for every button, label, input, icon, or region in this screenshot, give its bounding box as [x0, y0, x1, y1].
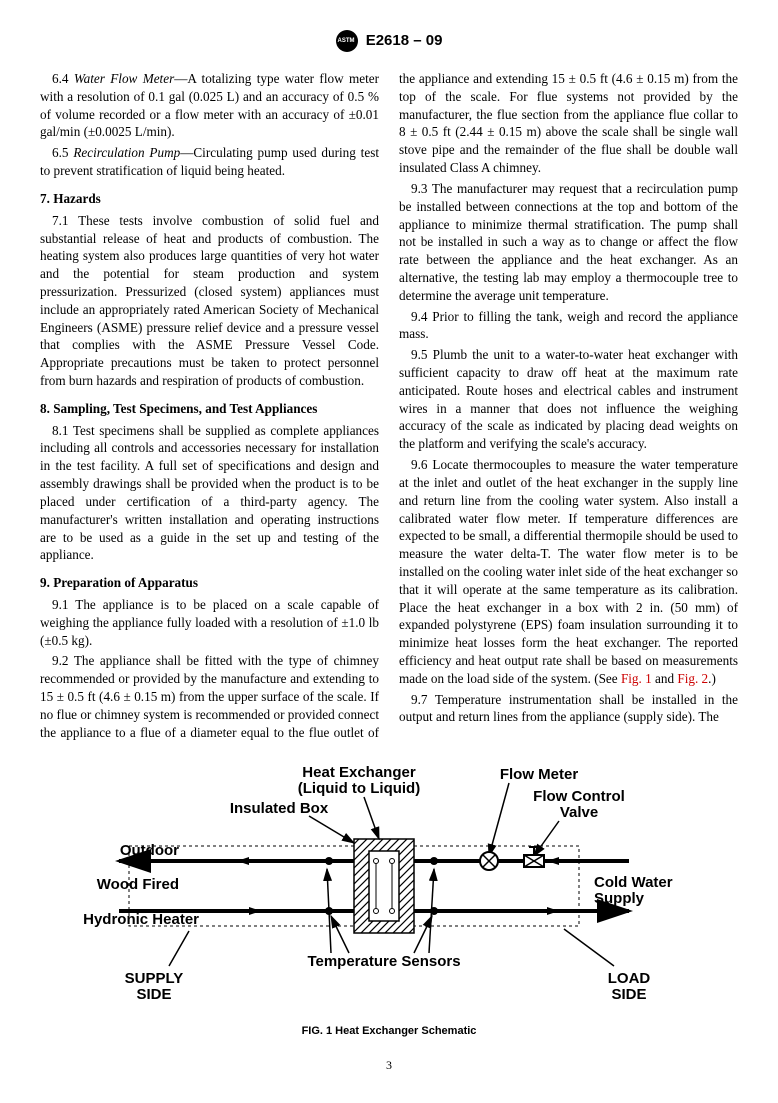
page-number: 3 [40, 1057, 738, 1073]
label-insulated-box: Insulated Box [230, 800, 329, 817]
label-flow-control-valve: Flow Control [533, 788, 625, 805]
label-outdoor-3: Hydronic Heater [83, 911, 199, 928]
heading-7: 7. Hazards [40, 190, 379, 208]
figure-1: Heat Exchanger (Liquid to Liquid) Insula… [40, 761, 738, 1039]
figure-caption: FIG. 1 Heat Exchanger Schematic [40, 1024, 738, 1039]
para-9-1: 9.1 The appliance is to be placed on a s… [40, 596, 379, 649]
label-cold-water-1: Cold Water [594, 874, 673, 891]
label-load-side: LOAD [608, 970, 651, 987]
para-9-6: 9.6 Locate thermocouples to measure the … [399, 456, 738, 688]
heading-9: 9. Preparation of Apparatus [40, 574, 379, 592]
para-6-4: 6.4 Water Flow Meter—A totalizing type w… [40, 70, 379, 141]
para-9-4: 9.4 Prior to filling the tank, weigh and… [399, 308, 738, 344]
label-flow-control-valve-2: Valve [560, 804, 598, 821]
para-7-1: 7.1 These tests involve combustion of so… [40, 212, 379, 390]
heat-exchanger-schematic-icon: Heat Exchanger (Liquid to Liquid) Insula… [69, 761, 709, 1011]
heading-8: 8. Sampling, Test Specimens, and Test Ap… [40, 400, 379, 418]
label-outdoor-1: Outdoor [120, 842, 179, 859]
body-columns: 6.4 Water Flow Meter—A totalizing type w… [40, 70, 738, 741]
astm-logo-icon [336, 30, 358, 52]
designation: E2618 – 09 [366, 32, 443, 49]
label-supply-side: SUPPLY [125, 970, 184, 987]
label-cold-water-2: Supply [594, 890, 645, 907]
para-8-1: 8.1 Test specimens shall be supplied as … [40, 422, 379, 565]
label-outdoor-2: Wood Fired [97, 876, 179, 893]
label-temp-sensors: Temperature Sensors [307, 953, 460, 970]
label-supply-side-2: SIDE [136, 986, 171, 1003]
para-9-7: 9.7 Temperature instrumentation shall be… [399, 691, 738, 727]
para-9-5: 9.5 Plumb the unit to a water-to-water h… [399, 346, 738, 453]
label-flow-meter: Flow Meter [500, 766, 579, 783]
label-heat-exchanger-2: (Liquid to Liquid) [298, 780, 420, 797]
para-6-5: 6.5 Recirculation Pump—Circulating pump … [40, 144, 379, 180]
para-9-3: 9.3 The manufacturer may request that a … [399, 180, 738, 305]
page-header: E2618 – 09 [40, 30, 738, 52]
label-heat-exchanger: Heat Exchanger [302, 764, 416, 781]
label-load-side-2: SIDE [611, 986, 646, 1003]
